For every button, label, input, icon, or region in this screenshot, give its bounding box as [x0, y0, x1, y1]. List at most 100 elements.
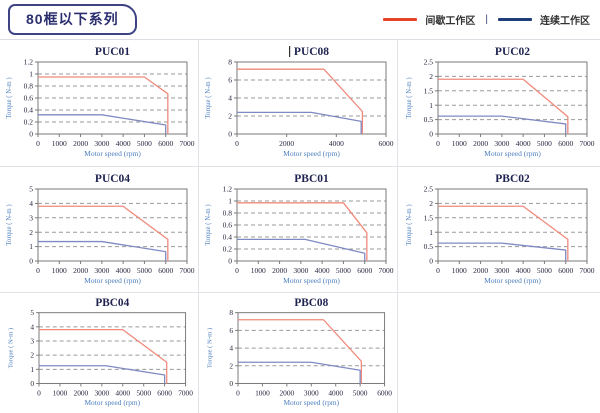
- svg-text:Torque ( N-m ): Torque ( N-m ): [406, 77, 413, 118]
- svg-text:Torque ( N-m ): Torque ( N-m ): [205, 204, 212, 245]
- svg-text:2000: 2000: [473, 139, 488, 148]
- svg-text:6: 6: [229, 326, 233, 335]
- svg-text:Motor speed (rpm): Motor speed (rpm): [84, 398, 140, 407]
- legend-continuous-swatch: [498, 18, 532, 21]
- svg-text:0: 0: [429, 256, 433, 265]
- svg-text:5000: 5000: [136, 139, 151, 148]
- chart-puc04: PUC04 0 1 2 3 4 5 0 1000 2000 3000 4000 5000 6000 7000…: [0, 167, 199, 293]
- svg-text:PBC04: PBC04: [95, 297, 129, 309]
- svg-text:6000: 6000: [558, 266, 573, 275]
- svg-text:5000: 5000: [536, 139, 551, 148]
- chart-pbc01: PBC01 0 0.2 0.4 0.6 0.8 1 1.2 0 1000 2000 3000 4000 5…: [199, 167, 398, 293]
- legend-continuous-label: 连续工作区: [540, 16, 590, 27]
- svg-text:4000: 4000: [115, 388, 130, 397]
- svg-text:Torque ( N-m ): Torque ( N-m ): [206, 328, 213, 368]
- svg-text:0: 0: [228, 130, 232, 139]
- svg-text:1000: 1000: [451, 266, 466, 275]
- svg-text:0: 0: [29, 130, 33, 139]
- svg-text:Motor speed (rpm): Motor speed (rpm): [283, 149, 340, 158]
- svg-text:Torque ( N-m ): Torque ( N-m ): [7, 328, 14, 368]
- svg-text:3: 3: [30, 337, 34, 346]
- svg-text:2: 2: [228, 112, 232, 121]
- svg-text:7000: 7000: [179, 266, 194, 275]
- svg-text:5: 5: [29, 184, 33, 193]
- svg-text:2000: 2000: [279, 139, 294, 148]
- svg-text:4000: 4000: [115, 139, 130, 148]
- svg-text:0.2: 0.2: [23, 118, 33, 127]
- svg-text:8: 8: [228, 58, 232, 67]
- svg-text:0: 0: [29, 256, 33, 265]
- svg-text:3000: 3000: [94, 139, 109, 148]
- svg-text:2: 2: [429, 199, 433, 208]
- svg-text:2: 2: [30, 351, 34, 360]
- chart-pbc08: PBC08 0 2 4 6 8 0 1000 2000 3000 4000 5000 6000 Motor…: [199, 293, 398, 413]
- svg-text:0: 0: [229, 379, 233, 388]
- svg-text:2000: 2000: [279, 388, 294, 397]
- svg-text:6000: 6000: [158, 139, 173, 148]
- svg-text:0: 0: [36, 266, 40, 275]
- svg-text:0.4: 0.4: [222, 232, 232, 241]
- svg-text:3000: 3000: [94, 388, 109, 397]
- svg-text:Motor speed (rpm): Motor speed (rpm): [484, 276, 541, 285]
- svg-text:0: 0: [228, 256, 232, 265]
- svg-text:5: 5: [30, 308, 34, 317]
- svg-text:6000: 6000: [158, 266, 173, 275]
- svg-text:1000: 1000: [451, 139, 466, 148]
- svg-text:Torque ( N-m ): Torque ( N-m ): [6, 204, 13, 245]
- svg-text:1000: 1000: [51, 266, 66, 275]
- svg-text:5000: 5000: [136, 388, 151, 397]
- svg-text:PBC01: PBC01: [294, 173, 329, 185]
- svg-text:8: 8: [229, 308, 233, 317]
- svg-text:0: 0: [236, 388, 240, 397]
- svg-text:0.2: 0.2: [222, 244, 232, 253]
- svg-text:4000: 4000: [515, 139, 530, 148]
- svg-text:1: 1: [228, 196, 232, 205]
- svg-text:0: 0: [30, 379, 34, 388]
- svg-text:0: 0: [36, 139, 40, 148]
- svg-text:4000: 4000: [328, 139, 343, 148]
- svg-text:6000: 6000: [377, 388, 392, 397]
- svg-text:6: 6: [228, 76, 232, 85]
- svg-text:1: 1: [429, 227, 433, 236]
- svg-text:5000: 5000: [335, 266, 350, 275]
- legend-separator: |: [485, 14, 488, 25]
- svg-text:1000: 1000: [51, 139, 66, 148]
- svg-text:4000: 4000: [115, 266, 130, 275]
- svg-text:7000: 7000: [579, 139, 594, 148]
- svg-text:3000: 3000: [494, 266, 509, 275]
- svg-text:3: 3: [29, 213, 33, 222]
- svg-text:0.8: 0.8: [222, 208, 232, 217]
- series-title-badge: 80框以下系列: [8, 4, 137, 35]
- svg-text:2000: 2000: [272, 266, 287, 275]
- svg-text:3000: 3000: [94, 266, 109, 275]
- svg-text:0: 0: [37, 388, 41, 397]
- svg-text:4: 4: [29, 199, 33, 208]
- svg-text:0: 0: [436, 266, 440, 275]
- svg-text:0.8: 0.8: [23, 82, 33, 91]
- svg-text:5000: 5000: [536, 266, 551, 275]
- svg-text:6000: 6000: [157, 388, 172, 397]
- svg-text:0: 0: [235, 266, 239, 275]
- svg-text:Motor speed (rpm): Motor speed (rpm): [84, 276, 141, 285]
- svg-text:4: 4: [30, 322, 34, 331]
- svg-text:1: 1: [429, 101, 433, 110]
- svg-text:6000: 6000: [378, 139, 393, 148]
- svg-text:7000: 7000: [178, 388, 193, 397]
- svg-text:0: 0: [436, 139, 440, 148]
- svg-text:0: 0: [235, 139, 239, 148]
- svg-text:1.5: 1.5: [423, 213, 433, 222]
- svg-text:7000: 7000: [579, 266, 594, 275]
- svg-text:PUC08: PUC08: [293, 46, 328, 58]
- svg-text:5000: 5000: [136, 266, 151, 275]
- svg-text:0.6: 0.6: [222, 220, 232, 229]
- svg-text:0.6: 0.6: [23, 94, 33, 103]
- svg-text:4000: 4000: [328, 388, 343, 397]
- svg-text:3000: 3000: [293, 266, 308, 275]
- svg-text:Torque ( N-m ): Torque ( N-m ): [406, 204, 413, 245]
- svg-text:2.5: 2.5: [423, 58, 433, 67]
- svg-text:4: 4: [228, 94, 232, 103]
- svg-text:3000: 3000: [494, 139, 509, 148]
- svg-text:1000: 1000: [255, 388, 270, 397]
- svg-text:2000: 2000: [73, 139, 88, 148]
- svg-text:1: 1: [30, 365, 34, 374]
